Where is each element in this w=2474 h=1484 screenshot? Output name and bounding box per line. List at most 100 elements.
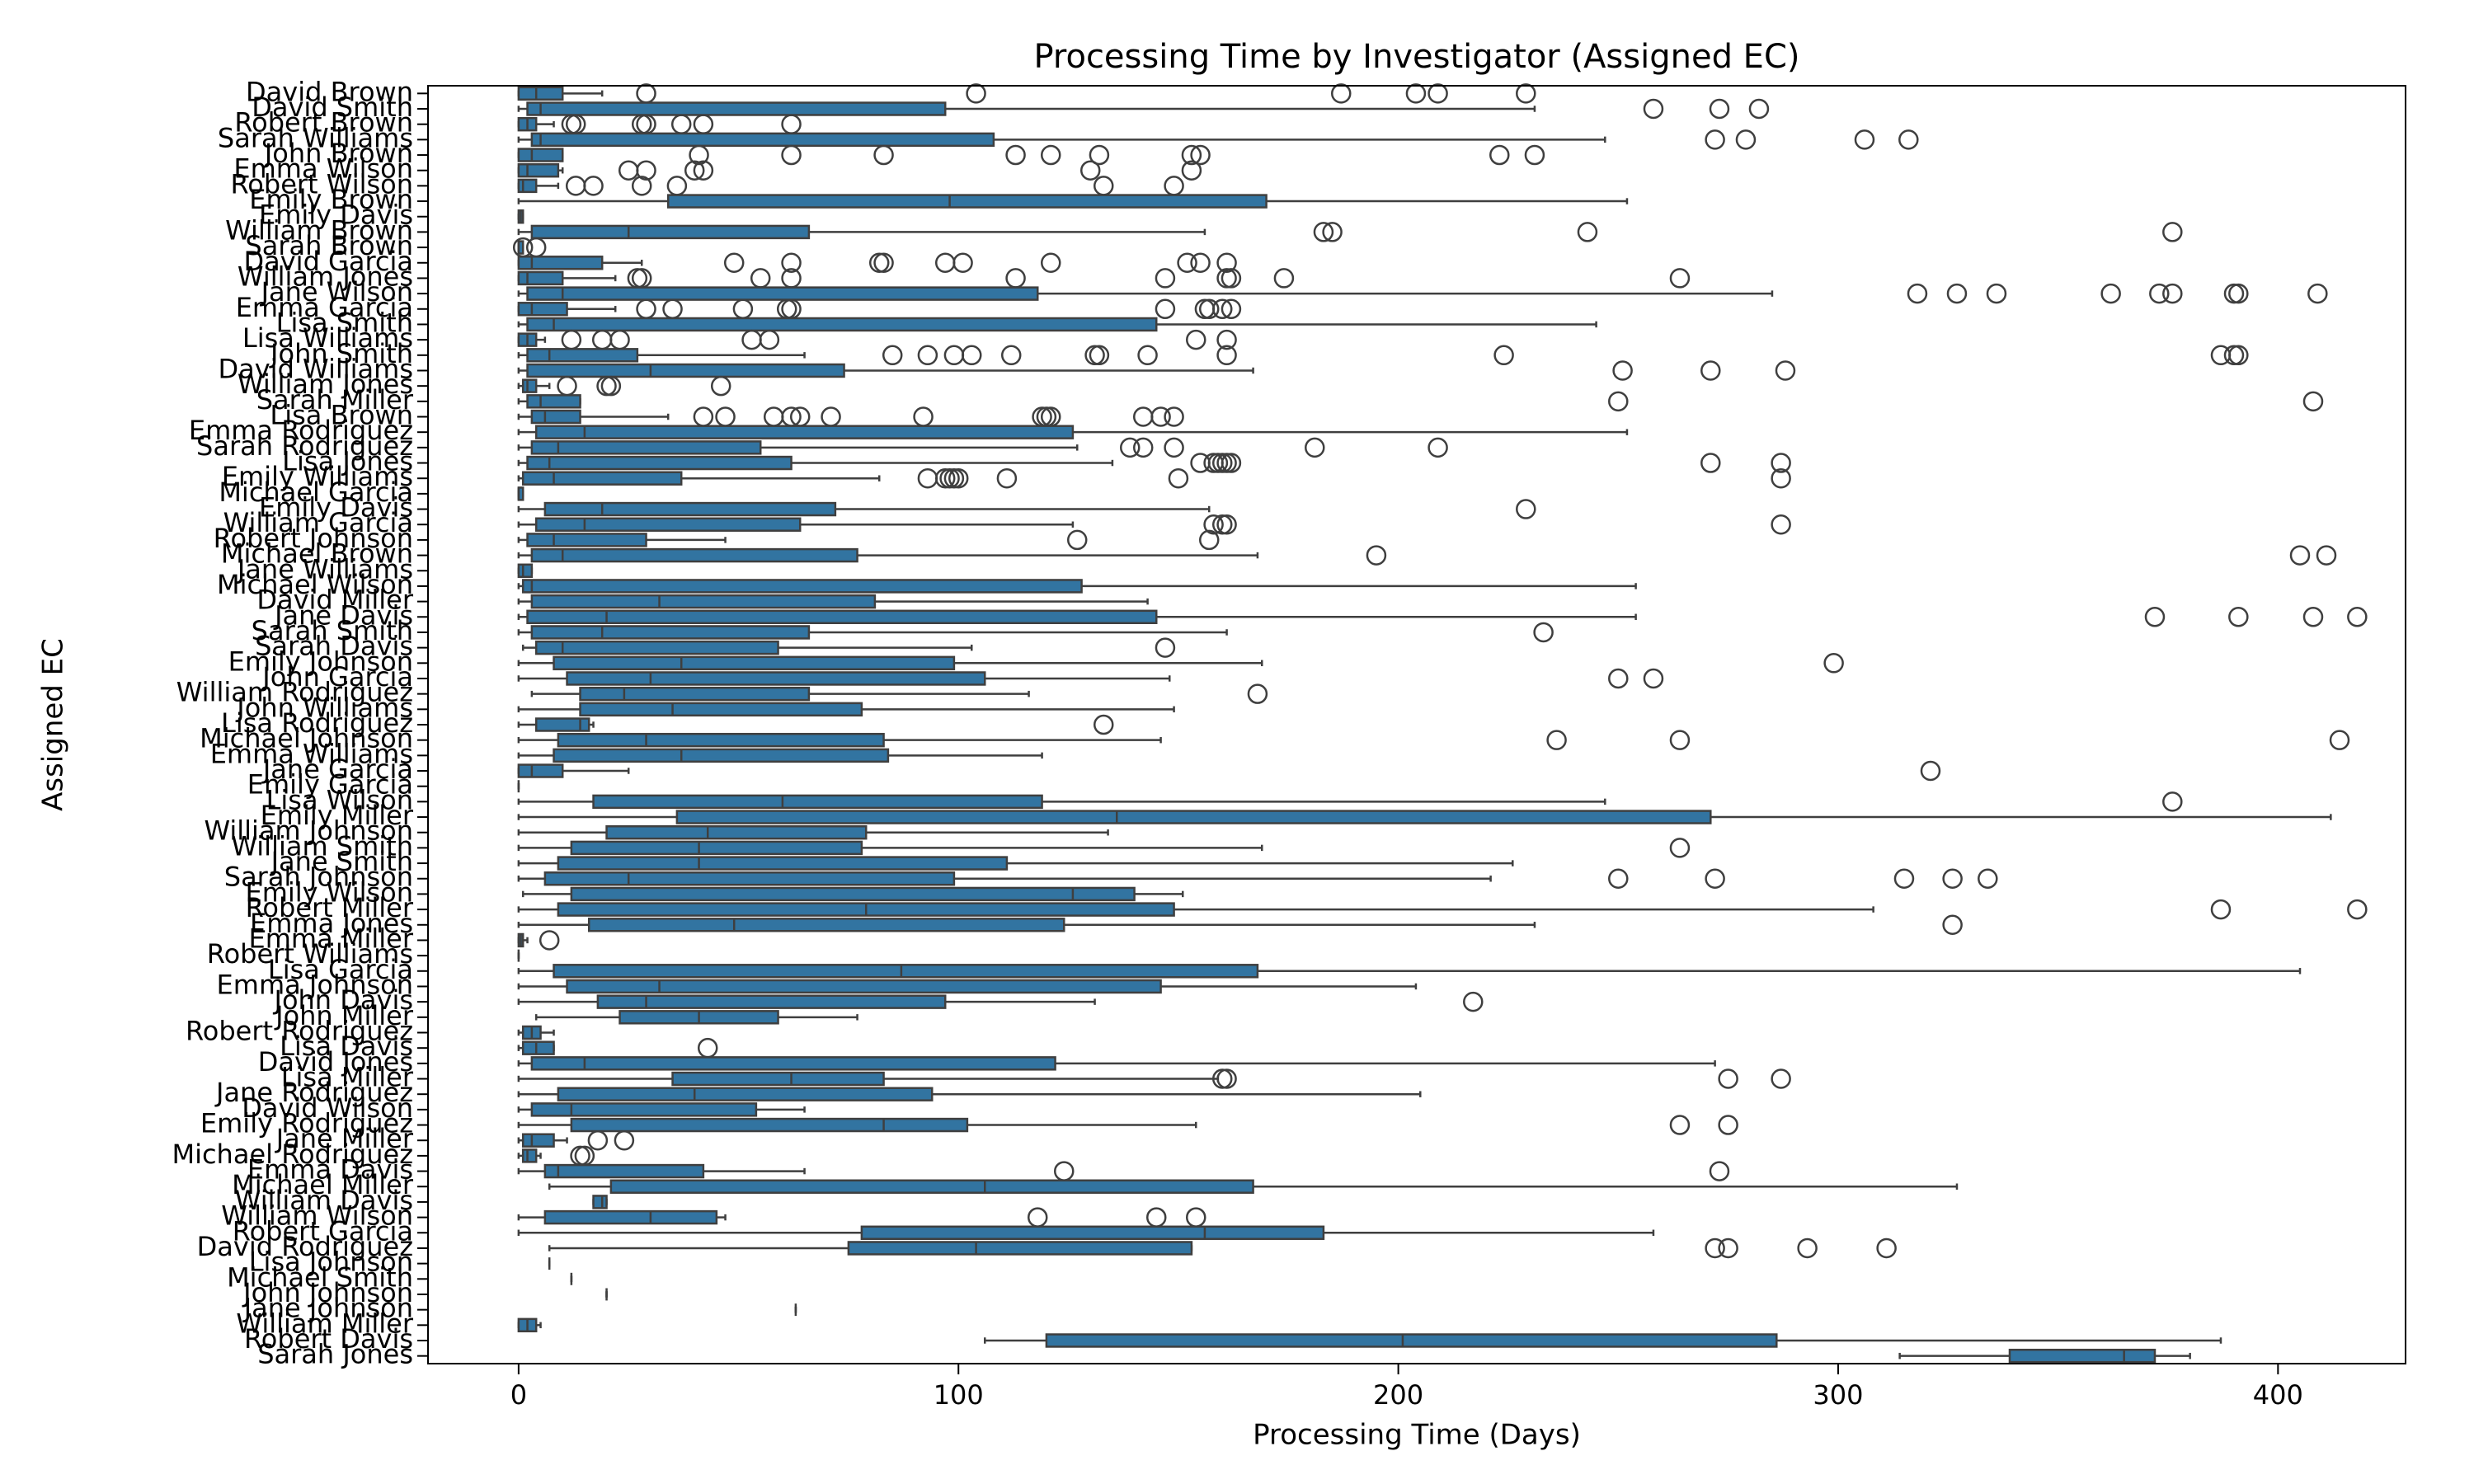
- outlier: [1705, 1237, 1725, 1259]
- outlier: [1216, 329, 1237, 350]
- outlier: [2210, 899, 2232, 920]
- chart-title: Processing Time by Investigator (Assigne…: [1033, 38, 1799, 76]
- box: [526, 455, 793, 471]
- outlier: [1203, 514, 1224, 535]
- box: [517, 162, 560, 178]
- outlier: [1669, 1115, 1691, 1135]
- y-tick-label: Robert Rodriguez: [186, 1015, 413, 1046]
- y-tick-label: Lisa Williams: [242, 322, 413, 354]
- y-axis-label: Assigned EC: [37, 638, 70, 811]
- x-axis-label: Processing Time (Days): [1253, 1419, 1581, 1452]
- outlier: [2100, 283, 2121, 304]
- y-tick-label: Robert Williams: [207, 938, 413, 970]
- y-tick-label: Robert Johnson: [214, 523, 413, 554]
- y-tick-label: Emily Miller: [261, 800, 414, 831]
- y-tick-label: Lisa Miller: [281, 1062, 414, 1093]
- box: [530, 547, 858, 563]
- y-tick-label: Emily Johnson: [228, 646, 413, 677]
- box: [534, 640, 779, 655]
- outlier: [996, 467, 1018, 489]
- outlier: [1405, 83, 1427, 104]
- outlier: [1119, 437, 1141, 458]
- y-tick-label: David Rodriguez: [197, 1231, 413, 1262]
- outlier: [1273, 268, 1295, 289]
- y-tick-label: Emma Davis: [247, 1154, 413, 1186]
- outlier: [1040, 252, 1061, 274]
- outlier: [1942, 868, 1963, 889]
- y-tick-label: Sarah Miller: [256, 384, 414, 416]
- box: [517, 178, 538, 194]
- outlier: [1366, 545, 1387, 566]
- outlier: [2228, 345, 2249, 366]
- outlier: [1216, 514, 1237, 535]
- outlier: [1612, 360, 1633, 381]
- outlier: [1986, 283, 2007, 304]
- outlier: [587, 1129, 609, 1151]
- outlier: [1181, 160, 1202, 181]
- y-tick-label: Emma Johnson: [217, 969, 413, 1000]
- outlier: [1221, 268, 1242, 289]
- outlier: [873, 144, 894, 166]
- outlier: [1181, 144, 1202, 166]
- outlier: [684, 160, 705, 181]
- y-tick-label: Lisa Smith: [276, 307, 413, 338]
- outlier: [1177, 252, 1197, 274]
- outlier: [1718, 1237, 1738, 1259]
- outlier: [1771, 467, 1791, 489]
- outlier: [1516, 83, 1536, 104]
- outlier: [1735, 129, 1757, 150]
- outlier: [2228, 607, 2249, 627]
- box: [534, 717, 590, 732]
- outlier: [781, 144, 802, 166]
- box: [543, 501, 837, 517]
- y-tick-label: Emily Brown: [249, 184, 413, 215]
- box: [517, 563, 534, 578]
- box: [860, 1225, 1325, 1240]
- outlier: [1524, 144, 1545, 166]
- box: [557, 1087, 934, 1101]
- outlier: [1907, 283, 1928, 304]
- y-tick-label: William Rodriguez: [176, 677, 413, 708]
- outlier: [1771, 1068, 1791, 1089]
- y-tick-label: Sarah Brown: [245, 230, 413, 261]
- outlier: [1748, 98, 1770, 120]
- box: [675, 810, 1712, 824]
- y-tick-label: Jane Miller: [275, 1123, 414, 1154]
- box: [526, 348, 639, 363]
- y-tick-label: David Garcia: [243, 246, 413, 277]
- outlier: [1427, 83, 1448, 104]
- outlier: [583, 176, 604, 196]
- y-tick-label: Emily Wilson: [245, 876, 413, 908]
- outlier: [1771, 514, 1791, 535]
- y-tick-label: William Garcia: [223, 507, 413, 538]
- box: [530, 224, 811, 240]
- box: [526, 363, 845, 378]
- y-tick-label: Emily Williams: [222, 461, 413, 492]
- outlier: [1155, 637, 1176, 658]
- outlier: [1533, 622, 1554, 643]
- box: [666, 194, 1268, 209]
- plot-frame: [427, 85, 2406, 1364]
- outlier: [1705, 129, 1725, 150]
- box: [557, 732, 885, 748]
- outlier: [2162, 791, 2183, 812]
- y-tick-label: Michael Johnson: [200, 723, 413, 754]
- box: [592, 1195, 608, 1209]
- y-tick-label: John Davis: [273, 984, 414, 1016]
- outlier: [781, 252, 802, 274]
- y-tick-label: Robert Davis: [244, 1323, 413, 1355]
- outlier: [1427, 437, 1448, 458]
- y-tick-label: William Davis: [235, 1185, 413, 1216]
- outlier: [2302, 391, 2324, 412]
- outlier: [1186, 329, 1206, 350]
- y-tick-label: Sarah Rodriguez: [196, 430, 413, 462]
- box: [530, 625, 811, 640]
- outlier: [2144, 607, 2166, 627]
- box: [526, 317, 1158, 332]
- outlier: [1216, 252, 1237, 274]
- box: [847, 1241, 1193, 1256]
- y-tick-label: John Williams: [235, 692, 413, 723]
- box: [570, 840, 863, 856]
- outlier: [1199, 298, 1220, 320]
